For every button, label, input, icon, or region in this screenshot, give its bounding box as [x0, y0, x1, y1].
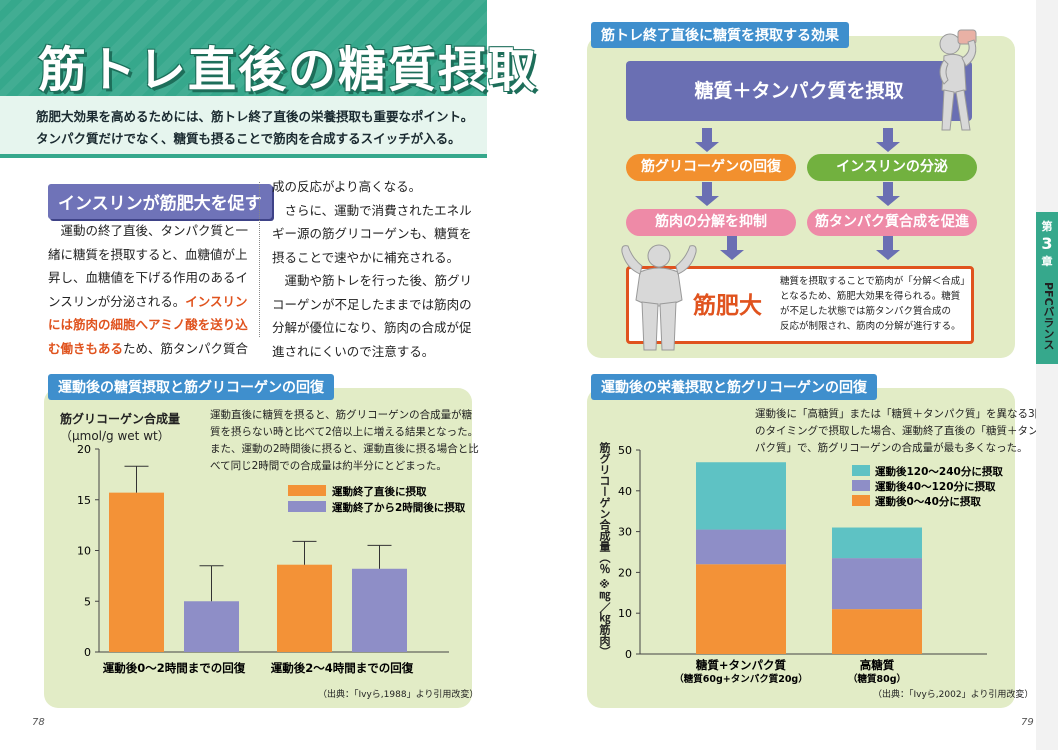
- arrow-down-icon: [876, 128, 900, 152]
- body-line: む働きもあるため、筋タンパク質合: [48, 340, 249, 356]
- body-column-1: 運動の終了直後、タンパク質と一 緒に糖質を摂取すると、血糖値が上 昇し、血糖値を…: [48, 219, 248, 360]
- body-line: ンスリンが分泌される。インスリン: [48, 293, 248, 309]
- bar-segment: [832, 527, 922, 559]
- arrow-down-icon: [695, 182, 719, 206]
- body-line: 昇し、血糖値を下げる作用のあるイ: [48, 270, 249, 285]
- bar: [184, 601, 239, 652]
- chart1-source: （出典：「Ivyら,1988」より引用改変）: [318, 690, 479, 700]
- body-line: さらに、運動で消費されたエネル: [284, 202, 472, 218]
- page-title: 筋トレ直後の糖質摂取: [38, 42, 539, 98]
- legend-swatch: [288, 485, 326, 496]
- body-line: 摂ることで速やかに補充される。: [272, 249, 460, 265]
- section-heading: インスリンが筋肥大を促す: [48, 184, 272, 219]
- chart2-panel: [587, 388, 1015, 708]
- glycogen-recovery-label: 筋グリコーゲンの回復: [626, 154, 796, 181]
- chart2-note: 運動後に「高糖質」または「糖質＋タンパク質」を異なる3回 のタイミングで摂取した…: [755, 408, 1046, 454]
- legend-label: 運動後120～240分に摂取: [875, 465, 1003, 478]
- body-line: には筋肉の細胞へアミノ酸を送り込: [48, 317, 248, 332]
- body-line: 運動や筋トレを行った後、筋グリ: [284, 273, 473, 288]
- chapter-label: 第 3 章: [1041, 220, 1053, 268]
- result-title: 筋肥大: [693, 293, 762, 319]
- bar: [277, 564, 332, 652]
- body-line: コーゲンが不足したままでは筋肉の: [272, 296, 472, 312]
- y-tick-label: 20: [77, 443, 91, 456]
- bar-segment: [696, 564, 786, 654]
- chart1-heading: 運動後の糖質摂取と筋グリコーゲンの回復: [48, 374, 334, 400]
- legend-swatch: [852, 495, 870, 506]
- y-tick-label: 10: [618, 607, 632, 620]
- body-column-2: 成の反応がより高くなる。 さらに、運動で消費されたエネル ギー源の筋グリコーゲン…: [272, 175, 472, 363]
- body-line: 運動の終了直後、タンパク質と一: [60, 223, 249, 238]
- body-line: ギー源の筋グリコーゲンも、糖質を: [272, 226, 472, 241]
- bar-segment: [832, 609, 922, 654]
- result-box: [626, 266, 974, 344]
- chapter-title: PFCバランス: [1042, 282, 1055, 350]
- legend-swatch: [288, 501, 326, 512]
- muscle-figure-icon: [621, 244, 697, 351]
- promote-synthesis-label: 筋タンパク質合成を促進: [807, 209, 977, 236]
- diagram-heading: 筋トレ終了直後に糖質を摂取する効果: [591, 22, 849, 48]
- category-sublabel: （糖質80g）: [848, 673, 906, 685]
- legend-label: 運動終了直後に摂取: [332, 485, 427, 498]
- chart2-heading: 運動後の栄養摂取と筋グリコーゲンの回復: [591, 374, 877, 400]
- page-number-right: 79: [1021, 717, 1034, 728]
- y-tick-label: 50: [618, 444, 632, 457]
- category-label: 糖質+タンパク質: [696, 658, 787, 672]
- body-line: 緒に糖質を摂取すると、血糖値が上: [48, 246, 248, 262]
- category-label: 高糖質: [860, 658, 895, 672]
- arrow-down-icon: [695, 128, 719, 152]
- chart2-source: （出典：「Ivyら,2002」より引用改変）: [873, 690, 1034, 700]
- bar-segment: [696, 462, 786, 530]
- body-line: 成の反応がより高くなる。: [272, 179, 422, 194]
- y-tick-label: 20: [618, 566, 632, 579]
- column-divider: [259, 182, 260, 337]
- lead-box: 筋肥大効果を高めるためには、筋トレ終了直後の栄養摂取も重要なポイント。 タンパク…: [0, 96, 487, 158]
- bar: [109, 492, 164, 652]
- intake-box: 糖質＋タンパク質を摂取: [626, 61, 972, 121]
- insulin-secretion-label: インスリンの分泌: [807, 154, 977, 181]
- y-tick-label: 0: [625, 648, 632, 661]
- y-tick-label: 5: [84, 595, 91, 608]
- y-tick-label: 10: [77, 545, 91, 558]
- chart1-ylabel: 筋グリコーゲン合成量 （μmol/g wet wt）: [60, 412, 181, 443]
- chart1-plot: 0 5 10 15 20 運動後0～2時間までの回復 運動後2～4時間までの回復 運動終了直後…: [77, 443, 466, 675]
- bar-segment: [832, 558, 922, 610]
- arrow-down-icon: [720, 235, 744, 260]
- chapter-tab: [1036, 212, 1058, 364]
- category-label: 運動後0～2時間までの回復: [103, 661, 246, 675]
- suppress-breakdown-label: 筋肉の分解を抑制: [626, 209, 796, 236]
- chart2-ylabel: 筋グリコーゲン合成量（％ ※㎎／㎏筋肉）: [598, 442, 611, 657]
- body-line: 進されにくいので注意する。: [272, 343, 435, 359]
- category-label: 運動後2～4時間までの回復: [271, 661, 414, 675]
- bar-segment: [696, 529, 786, 565]
- y-tick-label: 15: [77, 494, 91, 507]
- legend-swatch: [852, 465, 870, 476]
- drinking-figure-icon: [939, 29, 977, 131]
- chapter-spine: [1036, 0, 1058, 750]
- chart1-note: 運動直後に糖質を摂ると、筋グリコーゲンの合成量が糖 質を摂らない時と比べて2倍以…: [210, 409, 479, 472]
- page-number-left: 78: [32, 717, 45, 728]
- result-text: 糖質を摂取することで筋肉が「分解＜合成」 となるため、筋肥大効果を得られる。糖質…: [780, 276, 970, 332]
- arrow-down-icon: [876, 235, 900, 260]
- legend-label: 運動後0～40分に摂取: [875, 495, 981, 508]
- legend-label: 運動後40～120分に摂取: [875, 480, 996, 493]
- y-tick-label: 30: [618, 526, 632, 539]
- body-line: 分解が優位になり、筋肉の合成が促: [272, 320, 472, 335]
- bar: [352, 568, 407, 652]
- lead-line-2: タンパク質だけでなく、糖質も摂ることで筋肉を合成するスイッチが入る。: [36, 131, 461, 146]
- diagram-arrows: [695, 128, 900, 260]
- lead-line-1: 筋肥大効果を高めるためには、筋トレ終了直後の栄養摂取も重要なポイント。: [36, 109, 474, 124]
- arrow-down-icon: [876, 182, 900, 206]
- chart2-plot: 0 10 20 30 40 50 糖質+タンパク質（糖質60g+タンパク質20g） 高糖質（糖…: [618, 444, 1003, 685]
- y-tick-label: 40: [618, 485, 632, 498]
- y-tick-label: 0: [84, 646, 91, 659]
- category-sublabel: （糖質60g+タンパク質20g）: [674, 673, 808, 685]
- legend-swatch: [852, 480, 870, 491]
- title-band: 筋トレ直後の糖質摂取: [0, 0, 536, 98]
- legend-label: 運動終了から2時間後に摂取: [332, 501, 466, 514]
